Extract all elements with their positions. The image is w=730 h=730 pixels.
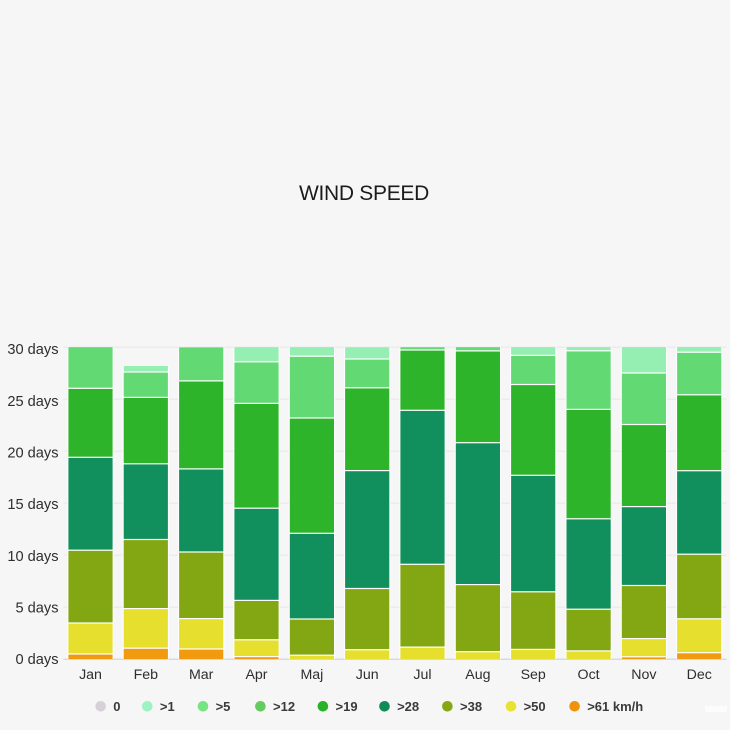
svg-text:Apr: Apr — [245, 667, 267, 683]
svg-text:25 days: 25 days — [7, 394, 58, 410]
svg-text:>12: >12 — [273, 699, 295, 714]
svg-text:10 days: 10 days — [7, 549, 58, 565]
svg-text:>61 km/h: >61 km/h — [587, 699, 643, 714]
svg-text:>50: >50 — [524, 699, 546, 714]
svg-text:Maj: Maj — [300, 667, 323, 683]
svg-text:>38: >38 — [460, 699, 482, 714]
svg-text:Mar: Mar — [189, 667, 214, 683]
svg-text:>28: >28 — [397, 699, 419, 714]
svg-text:Jul: Jul — [413, 667, 431, 683]
svg-text:Jun: Jun — [356, 667, 379, 683]
svg-text:0 days: 0 days — [16, 652, 59, 668]
svg-text:20 days: 20 days — [7, 446, 58, 462]
svg-text:Oct: Oct — [578, 667, 600, 683]
svg-text:WIND SPEED: WIND SPEED — [299, 182, 429, 205]
svg-text:>19: >19 — [336, 699, 358, 714]
svg-text:Feb: Feb — [134, 667, 159, 683]
svg-text:Nov: Nov — [631, 667, 657, 683]
svg-text:>5: >5 — [216, 699, 231, 714]
svg-text:Dec: Dec — [687, 667, 712, 683]
svg-text:Aug: Aug — [465, 667, 490, 683]
svg-text:5 days: 5 days — [16, 601, 59, 617]
svg-text:Sep: Sep — [521, 667, 546, 683]
svg-text:15 days: 15 days — [7, 497, 58, 513]
svg-text:>1: >1 — [160, 699, 175, 714]
svg-text:Jan: Jan — [79, 667, 102, 683]
svg-text:0: 0 — [113, 699, 120, 714]
svg-text:30 days: 30 days — [7, 342, 58, 358]
